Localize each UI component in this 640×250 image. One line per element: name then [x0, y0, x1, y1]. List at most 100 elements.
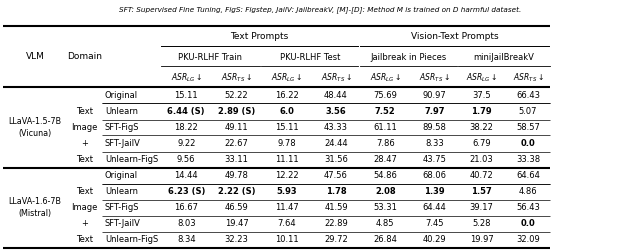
- Text: $\mathit{ASR}_{\mathit{TS}}$$\downarrow$: $\mathit{ASR}_{\mathit{TS}}$$\downarrow$: [513, 71, 543, 84]
- Text: 49.78: 49.78: [225, 171, 248, 180]
- Text: 15.11: 15.11: [275, 123, 298, 132]
- Text: Vision-Text Prompts: Vision-Text Prompts: [411, 32, 499, 41]
- Text: 9.78: 9.78: [277, 139, 296, 148]
- Text: SFT: Supervised Fine Tuning, FigS: Figstep, JailV: JailbreakV, [M]-[D]: Method M: SFT: Supervised Fine Tuning, FigS: Figst…: [119, 6, 521, 13]
- Text: 61.11: 61.11: [373, 123, 397, 132]
- Text: 43.75: 43.75: [422, 155, 447, 164]
- Text: SFT-JailV: SFT-JailV: [105, 139, 141, 148]
- Text: Text: Text: [76, 155, 93, 164]
- Text: 89.58: 89.58: [422, 123, 447, 132]
- Text: $\mathit{ASR}_{\mathit{LG}}$$\downarrow$: $\mathit{ASR}_{\mathit{LG}}$$\downarrow$: [170, 71, 202, 84]
- Text: 40.72: 40.72: [470, 171, 493, 180]
- Text: 64.64: 64.64: [516, 171, 540, 180]
- Text: 18.22: 18.22: [174, 123, 198, 132]
- Text: $\mathit{ASR}_{\mathit{TS}}$$\downarrow$: $\mathit{ASR}_{\mathit{TS}}$$\downarrow$: [321, 71, 351, 84]
- Text: 19.97: 19.97: [470, 235, 493, 244]
- Text: SFT-FigS: SFT-FigS: [105, 203, 140, 212]
- Text: 1.57: 1.57: [471, 187, 492, 196]
- Text: 22.67: 22.67: [225, 139, 248, 148]
- Text: Image: Image: [72, 203, 98, 212]
- Text: +: +: [81, 139, 88, 148]
- Text: 5.28: 5.28: [472, 219, 491, 228]
- Text: miniJailBreakV: miniJailBreakV: [474, 53, 534, 62]
- Text: 21.03: 21.03: [470, 155, 493, 164]
- Text: 4.85: 4.85: [376, 219, 394, 228]
- Text: Text Prompts: Text Prompts: [230, 32, 289, 41]
- Text: Text: Text: [76, 107, 93, 116]
- Text: 52.22: 52.22: [225, 91, 248, 100]
- Text: Domain: Domain: [67, 52, 102, 61]
- Text: 8.33: 8.33: [425, 139, 444, 148]
- Text: 8.34: 8.34: [177, 235, 196, 244]
- Text: 75.69: 75.69: [373, 91, 397, 100]
- Text: PKU-RLHF Train: PKU-RLHF Train: [178, 53, 243, 62]
- Text: 48.44: 48.44: [324, 91, 348, 100]
- Text: 7.86: 7.86: [376, 139, 395, 148]
- Text: 46.59: 46.59: [225, 203, 248, 212]
- Text: 54.86: 54.86: [373, 171, 397, 180]
- Text: Jailbreak in Pieces: Jailbreak in Pieces: [370, 53, 447, 62]
- Text: LLaVA-1.5-7B
(Vicuna): LLaVA-1.5-7B (Vicuna): [8, 117, 62, 138]
- Text: Original: Original: [105, 91, 138, 100]
- Text: PKU-RLHF Test: PKU-RLHF Test: [280, 53, 340, 62]
- Text: 32.09: 32.09: [516, 235, 540, 244]
- Text: 11.47: 11.47: [275, 203, 299, 212]
- Text: 2.89 (S): 2.89 (S): [218, 107, 255, 116]
- Text: 0.0: 0.0: [520, 219, 536, 228]
- Text: 5.07: 5.07: [519, 107, 537, 116]
- Text: 3.56: 3.56: [326, 107, 346, 116]
- Text: $\mathit{ASR}_{\mathit{LG}}$$\downarrow$: $\mathit{ASR}_{\mathit{LG}}$$\downarrow$: [271, 71, 303, 84]
- Text: 66.43: 66.43: [516, 91, 540, 100]
- Text: 2.08: 2.08: [375, 187, 396, 196]
- Text: 37.5: 37.5: [472, 91, 491, 100]
- Text: 6.79: 6.79: [472, 139, 491, 148]
- Text: 9.22: 9.22: [177, 139, 195, 148]
- Text: 14.44: 14.44: [175, 171, 198, 180]
- Text: 26.84: 26.84: [373, 235, 397, 244]
- Text: 68.06: 68.06: [422, 171, 447, 180]
- Text: Unlearn: Unlearn: [105, 107, 138, 116]
- Text: SFT-FigS: SFT-FigS: [105, 123, 140, 132]
- Text: SFT-JailV: SFT-JailV: [105, 219, 141, 228]
- Text: 5.93: 5.93: [276, 187, 297, 196]
- Text: Text: Text: [76, 187, 93, 196]
- Text: 4.86: 4.86: [518, 187, 538, 196]
- Text: 53.31: 53.31: [373, 203, 397, 212]
- Text: 15.11: 15.11: [175, 91, 198, 100]
- Text: 19.47: 19.47: [225, 219, 248, 228]
- Text: 47.56: 47.56: [324, 171, 348, 180]
- Text: 10.11: 10.11: [275, 235, 298, 244]
- Text: Image: Image: [72, 123, 98, 132]
- Text: 58.57: 58.57: [516, 123, 540, 132]
- Text: 22.89: 22.89: [324, 219, 348, 228]
- Text: LLaVA-1.6-7B
(Mistral): LLaVA-1.6-7B (Mistral): [9, 197, 61, 218]
- Text: Unlearn-FigS: Unlearn-FigS: [105, 155, 158, 164]
- Text: 43.33: 43.33: [324, 123, 348, 132]
- Text: 1.78: 1.78: [326, 187, 346, 196]
- Text: 0.0: 0.0: [520, 139, 536, 148]
- Text: 28.47: 28.47: [373, 155, 397, 164]
- Text: 33.11: 33.11: [225, 155, 248, 164]
- Text: 33.38: 33.38: [516, 155, 540, 164]
- Text: 6.44 (S): 6.44 (S): [168, 107, 205, 116]
- Text: 49.11: 49.11: [225, 123, 248, 132]
- Text: 9.56: 9.56: [177, 155, 195, 164]
- Text: 90.97: 90.97: [422, 91, 447, 100]
- Text: $\mathit{ASR}_{\mathit{TS}}$$\downarrow$: $\mathit{ASR}_{\mathit{TS}}$$\downarrow$: [221, 71, 252, 84]
- Text: $\mathit{ASR}_{\mathit{LG}}$$\downarrow$: $\mathit{ASR}_{\mathit{LG}}$$\downarrow$: [466, 71, 497, 84]
- Text: 56.43: 56.43: [516, 203, 540, 212]
- Text: 7.97: 7.97: [424, 107, 445, 116]
- Text: 7.64: 7.64: [277, 219, 296, 228]
- Text: 7.45: 7.45: [426, 219, 444, 228]
- Text: 1.79: 1.79: [471, 107, 492, 116]
- Text: 12.22: 12.22: [275, 171, 298, 180]
- Text: 8.03: 8.03: [177, 219, 196, 228]
- Text: Original: Original: [105, 171, 138, 180]
- Text: 2.22 (S): 2.22 (S): [218, 187, 255, 196]
- Text: 6.23 (S): 6.23 (S): [168, 187, 205, 196]
- Text: Text: Text: [76, 235, 93, 244]
- Text: 29.72: 29.72: [324, 235, 348, 244]
- Text: 41.59: 41.59: [324, 203, 348, 212]
- Text: 16.67: 16.67: [174, 203, 198, 212]
- Text: +: +: [81, 219, 88, 228]
